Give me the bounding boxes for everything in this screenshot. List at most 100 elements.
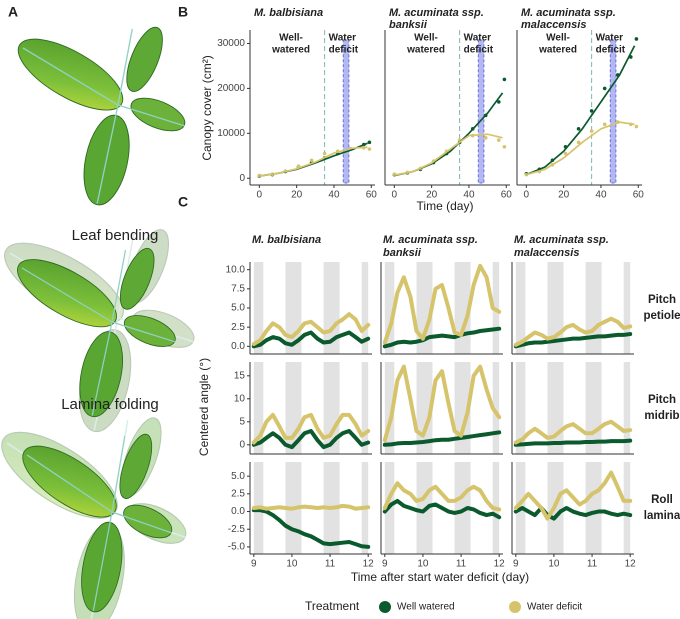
deficit-peak-band: [342, 39, 350, 184]
annotation: Well-: [546, 33, 570, 44]
facet-title: malaccensis: [514, 247, 579, 259]
x-tick-label: 20: [558, 190, 570, 201]
night-band: [384, 262, 395, 354]
panel-label: A: [8, 4, 18, 20]
legend-title: Treatment: [305, 599, 360, 613]
illustrations: Leaf bending Lamina folding: [0, 22, 200, 619]
y-tick-label: 5.0: [231, 471, 245, 482]
x-tick-label: 0: [524, 190, 530, 201]
night-band: [384, 362, 395, 454]
y-tick-label: 10000: [217, 128, 245, 139]
night-band: [515, 362, 526, 454]
panel-label: B: [178, 4, 188, 20]
legend-swatch: [509, 601, 521, 613]
y-tick-label: 5: [239, 416, 245, 427]
facet-title: banksii: [383, 247, 422, 259]
y-tick-label: 7.5: [231, 283, 245, 294]
night-band: [253, 262, 264, 354]
y-tick-label: 15: [234, 370, 246, 381]
data-point: [576, 140, 581, 145]
y-tick-label: 2.5: [231, 488, 245, 499]
fit-line: [394, 133, 503, 176]
illustration-label: Leaf bending: [72, 227, 159, 244]
x-tick-label: 9: [251, 559, 257, 570]
data-point: [563, 151, 568, 156]
data-point: [602, 122, 607, 127]
y-tick-label: 30000: [217, 38, 245, 49]
angle-line: [513, 332, 633, 349]
angle-line: [251, 412, 371, 445]
y-tick-label: 5.0: [231, 303, 245, 314]
data-point: [589, 129, 594, 133]
y-tick-label: 0.0: [231, 341, 245, 352]
angle-line: [513, 316, 633, 347]
data-point: [602, 86, 607, 91]
night-band: [515, 262, 526, 354]
annotation: deficit: [596, 45, 626, 56]
x-tick-label: 11: [587, 559, 598, 570]
row-label: lamina: [644, 510, 680, 522]
x-tick-label: 20: [426, 190, 438, 201]
illustration-label: Lamina folding: [61, 396, 159, 413]
legend-label: Well watered: [397, 602, 455, 613]
night-band: [623, 262, 631, 354]
data-point: [367, 140, 372, 145]
x-tick-label: 40: [595, 190, 607, 201]
annotation: watered: [538, 45, 577, 56]
row-label: Pitch: [648, 394, 676, 406]
angle-line: [513, 506, 633, 521]
y-tick-label: 0: [239, 439, 245, 450]
facet-title: M. acuminata ssp.: [389, 7, 484, 19]
night-band: [416, 262, 433, 354]
angle-line: [513, 470, 633, 521]
x-tick-label: 40: [463, 190, 475, 201]
x-tick-label: 9: [382, 559, 388, 570]
x-tick-label: 12: [494, 559, 506, 570]
x-axis-label: Time after start water deficit (day): [351, 570, 529, 584]
facet-title: M. acuminata ssp.: [521, 7, 616, 19]
data-point: [502, 145, 507, 149]
facet-title: M. balbisiana: [252, 234, 321, 246]
night-band: [623, 362, 631, 454]
deficit-peak-band: [477, 39, 485, 184]
legend-label: Water deficit: [527, 602, 582, 613]
angle-line: [382, 498, 502, 520]
data-point: [309, 158, 314, 163]
fit-line: [526, 121, 635, 176]
angle-line: [382, 430, 502, 447]
legend-swatch: [379, 601, 391, 613]
facet-title: M. acuminata ssp.: [514, 234, 609, 246]
x-tick-label: 12: [363, 559, 375, 570]
annotation: Water: [329, 33, 357, 44]
angle-line: [382, 263, 502, 345]
data-point: [483, 136, 488, 140]
night-band: [361, 362, 369, 454]
x-tick-label: 0: [392, 190, 398, 201]
row-label: petiole: [643, 310, 680, 322]
facet-title: M. balbisiana: [254, 7, 323, 19]
y-axis-label: Canopy cover (cm²): [200, 55, 214, 160]
angle-line: [382, 481, 502, 512]
x-axis-label: Time (day): [417, 199, 474, 213]
night-band: [416, 362, 433, 454]
x-tick-label: 0: [257, 190, 263, 201]
night-band: [585, 262, 602, 354]
night-band: [547, 362, 564, 454]
night-band: [361, 262, 369, 354]
night-band: [492, 362, 500, 454]
row-label: Pitch: [648, 294, 676, 306]
x-tick-label: 40: [328, 190, 340, 201]
x-tick-label: 11: [456, 559, 467, 570]
row-label: Roll: [651, 494, 673, 506]
fit-line: [259, 146, 368, 177]
data-point: [589, 109, 594, 113]
angle-line: [251, 330, 371, 349]
x-tick-label: 9: [513, 559, 519, 570]
x-tick-label: 10: [286, 559, 298, 570]
angle-line: [513, 419, 633, 445]
data-point: [497, 138, 501, 142]
data-point: [634, 124, 639, 129]
night-band: [623, 462, 631, 554]
night-band: [454, 262, 471, 354]
plant-drawing: [7, 22, 190, 210]
